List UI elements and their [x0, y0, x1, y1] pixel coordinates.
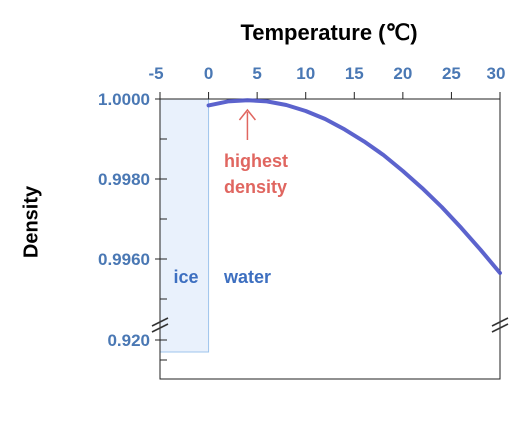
x-tick-label: 30 — [487, 64, 506, 83]
x-tick-label: 0 — [204, 64, 213, 83]
axis-break-left — [151, 317, 169, 333]
x-tick-label: 5 — [252, 64, 261, 83]
axis-break-right — [491, 317, 509, 333]
plot-frame — [159, 98, 501, 380]
y-tick-label: 0.920 — [107, 331, 150, 350]
density-curve — [206, 98, 502, 275]
annotation-text-line2: density — [224, 177, 287, 197]
ice-label: ice — [173, 267, 198, 287]
y-tick-label: 1.0000 — [98, 90, 150, 109]
water-label: water — [223, 267, 271, 287]
annotation-arrow-head — [238, 108, 257, 121]
x-tick-label: 10 — [296, 64, 315, 83]
x-tick-label: 25 — [442, 64, 461, 83]
x-tick-label: 15 — [345, 64, 364, 83]
y-tick-label: 0.9960 — [98, 250, 150, 269]
x-tick-label: -5 — [148, 64, 163, 83]
x-tick-label: 20 — [393, 64, 412, 83]
y-tick-label: 0.9980 — [98, 170, 150, 189]
ice-region — [159, 98, 210, 353]
chart-title: Temperature (℃) — [240, 20, 418, 45]
annotation-text-line1: highest — [224, 151, 288, 171]
